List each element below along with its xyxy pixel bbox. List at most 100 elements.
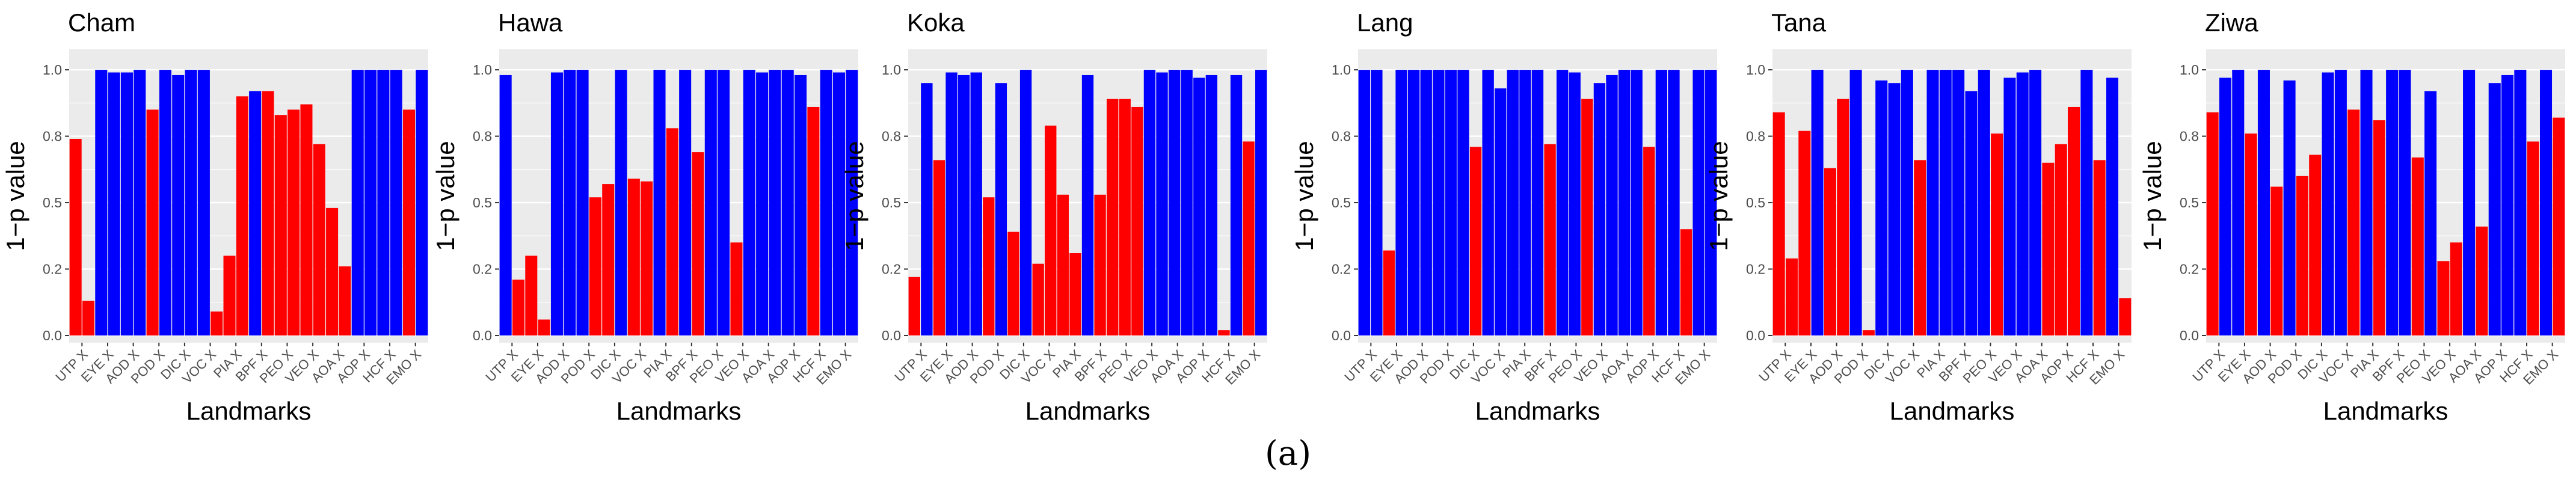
bar — [807, 106, 820, 335]
bar — [120, 72, 133, 335]
bar — [1593, 83, 1606, 335]
bar — [641, 181, 653, 335]
bar — [2257, 70, 2270, 335]
bar — [377, 70, 390, 335]
bar — [525, 256, 538, 335]
bar — [1965, 91, 1978, 335]
y-tick-label: 0.2 — [2180, 262, 2199, 277]
bar — [615, 70, 627, 335]
bar — [846, 70, 858, 335]
bar — [1643, 147, 1655, 335]
bar — [2093, 160, 2106, 335]
y-tick-label: 0.5 — [43, 195, 62, 210]
bar — [2347, 109, 2360, 335]
bar — [820, 70, 832, 335]
y-tick-label: 0.8 — [1746, 129, 1765, 144]
bar — [589, 197, 601, 335]
y-tick-label: 0.0 — [473, 328, 492, 343]
bar — [1131, 106, 1143, 335]
bar — [2219, 78, 2231, 335]
bar — [1531, 70, 1544, 335]
bar — [2283, 80, 2296, 335]
figure-caption: (a) — [1264, 434, 1312, 473]
bar — [921, 83, 933, 335]
bar — [1978, 70, 1990, 335]
bar — [2334, 70, 2347, 335]
bar — [602, 184, 615, 335]
y-tick-label: 0.2 — [882, 262, 901, 277]
bar — [1507, 70, 1519, 335]
bar — [1849, 70, 1862, 335]
y-tick-label: 0.5 — [473, 195, 492, 210]
bar — [666, 128, 678, 335]
bar — [300, 104, 313, 336]
chart-title: Cham — [68, 8, 135, 37]
bar — [1680, 229, 1692, 335]
bar — [1168, 70, 1181, 335]
chart-title: Tana — [1771, 8, 1827, 37]
bar — [2488, 83, 2501, 335]
bar — [1618, 70, 1631, 335]
bar — [2501, 75, 2514, 336]
bar — [2245, 133, 2257, 335]
bar — [1081, 75, 1094, 336]
chart-title: Lang — [1357, 8, 1413, 37]
bar — [1557, 70, 1569, 335]
bar — [1119, 99, 1131, 335]
bar — [211, 311, 223, 335]
bar — [262, 91, 274, 335]
bar — [1193, 78, 1205, 335]
bar — [274, 115, 287, 335]
bar — [983, 197, 995, 335]
bar — [1019, 70, 1032, 335]
bar — [185, 70, 197, 335]
bar — [2527, 141, 2539, 335]
bar — [134, 70, 146, 335]
bar — [2270, 186, 2283, 335]
y-tick-label: 0.8 — [2180, 129, 2199, 144]
bar — [2553, 117, 2565, 335]
y-tick-label: 0.2 — [43, 262, 62, 277]
bar — [2540, 70, 2553, 335]
bar — [2437, 261, 2450, 335]
bar — [908, 277, 920, 335]
bar — [351, 70, 364, 335]
bar — [1371, 70, 1383, 335]
bar — [833, 72, 846, 335]
bar — [223, 256, 236, 335]
x-axis-label: Landmarks — [1025, 397, 1151, 425]
bar — [769, 70, 781, 335]
bar — [692, 152, 704, 335]
bar — [1495, 88, 1507, 335]
bar — [108, 72, 120, 335]
bar — [1395, 70, 1407, 335]
bar — [390, 70, 402, 335]
bar — [1094, 194, 1106, 335]
y-axis-label: 1−p value — [2138, 141, 2166, 251]
bar — [236, 96, 248, 336]
bar — [627, 179, 640, 335]
bar — [2232, 70, 2245, 335]
bar — [1939, 70, 1952, 335]
bar — [1519, 70, 1531, 335]
x-axis-label: Landmarks — [1890, 397, 2015, 425]
bar — [1032, 263, 1044, 335]
bar — [781, 70, 794, 335]
y-tick-label: 0.5 — [882, 195, 901, 210]
y-tick-label: 0.0 — [2180, 328, 2199, 343]
bar — [2514, 70, 2527, 335]
y-tick-label: 0.2 — [1746, 262, 1765, 277]
bar — [1606, 75, 1618, 336]
bar — [159, 70, 171, 335]
bar — [945, 72, 958, 335]
bar — [2450, 242, 2462, 335]
bar — [1862, 330, 1875, 335]
bar — [1230, 75, 1243, 336]
bar — [1569, 72, 1581, 335]
bar — [795, 75, 807, 336]
bar — [2042, 162, 2055, 335]
bar — [1143, 70, 1156, 335]
